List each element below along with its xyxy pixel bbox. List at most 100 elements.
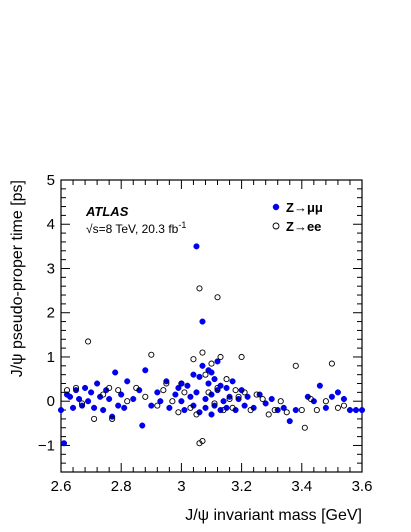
data-points <box>57 243 366 447</box>
y-tick-label: 2 <box>47 305 55 322</box>
zmumu-point <box>352 407 360 414</box>
zmumu-point <box>181 407 188 414</box>
zmumu-point <box>112 369 119 376</box>
x-tick-label: 2.8 <box>111 478 132 495</box>
zmumu-point <box>100 407 107 414</box>
zmumu-point <box>214 358 221 365</box>
zmumu-point <box>328 393 335 400</box>
x-axis-label: J/ψ invariant mass [GeV] <box>185 507 362 524</box>
zmumu-point <box>82 384 89 391</box>
zmumu-point <box>223 384 230 391</box>
y-tick-label: 3 <box>47 260 55 277</box>
plot-frame <box>60 179 363 473</box>
zee-point <box>292 362 299 369</box>
zmumu-point <box>130 395 137 403</box>
zee-point <box>181 389 188 396</box>
zee-point <box>190 356 197 363</box>
zee-point <box>229 404 236 411</box>
zmumu-point <box>358 407 366 414</box>
energy-main: √s=8 TeV, 20.3 fb <box>86 222 179 236</box>
zee-point <box>220 407 227 414</box>
zmumu-point <box>166 404 173 411</box>
zmumu-point <box>229 378 236 385</box>
zmumu-point <box>142 367 149 374</box>
axis-ticks <box>60 179 363 473</box>
zmumu-point <box>121 404 128 411</box>
zee-point <box>307 395 314 403</box>
zmumu-point <box>187 393 194 400</box>
zee-point <box>169 398 176 405</box>
legend-marker-zee <box>272 222 280 230</box>
zee-point <box>298 407 305 414</box>
zmumu-point <box>88 389 95 396</box>
legend-label-zmumu: Z→μμ <box>286 200 323 215</box>
zee-point <box>214 294 221 301</box>
x-tick-label: 3.4 <box>291 478 312 495</box>
zmumu-point <box>172 391 179 398</box>
zee-point <box>259 395 266 403</box>
x-tick-label: 3 <box>177 478 185 495</box>
zee-point <box>142 393 149 400</box>
zmumu-point <box>184 382 191 389</box>
zee-point <box>124 398 131 405</box>
legend-label-zee: Z→ee <box>286 219 321 234</box>
atlas-label: ATLAS <box>85 204 129 219</box>
zmumu-point <box>157 398 164 405</box>
zmumu-point <box>340 395 347 403</box>
zmumu-point <box>292 407 299 414</box>
zee-point <box>211 400 218 407</box>
zmumu-point <box>193 389 200 396</box>
zmumu-point <box>154 389 161 396</box>
zmumu-point <box>334 389 341 396</box>
zee-point <box>73 384 80 391</box>
zmumu-point <box>76 395 83 403</box>
zmumu-point <box>211 376 218 383</box>
zee-point <box>214 384 221 391</box>
energy-label: √s=8 TeV, 20.3 fb-1 <box>86 220 186 236</box>
zee-point <box>208 360 215 367</box>
zmumu-point <box>208 369 215 376</box>
zee-point <box>223 376 230 383</box>
zee-point <box>238 353 245 361</box>
y-tick-label: −1 <box>38 437 55 454</box>
zmumu-point <box>280 404 287 411</box>
zmumu-point <box>106 395 113 403</box>
zmumu-point <box>60 440 68 447</box>
y-tick-label: 0 <box>47 393 55 410</box>
zmumu-point <box>286 418 293 425</box>
zmumu-point <box>202 404 209 411</box>
zee-point <box>196 285 203 292</box>
zee-point <box>106 384 113 391</box>
x-tick-label: 3.2 <box>231 478 252 495</box>
zee-point <box>217 353 224 361</box>
zee-point <box>109 415 116 422</box>
zmumu-point <box>178 398 185 405</box>
zmumu-point <box>196 373 203 380</box>
zee-point <box>253 391 260 398</box>
zee-point <box>160 387 167 394</box>
zee-point <box>154 402 161 409</box>
legend: Z→μμ Z→ee <box>272 200 323 234</box>
zmumu-point <box>202 395 209 403</box>
zee-point <box>283 409 290 416</box>
zee-point <box>175 409 182 416</box>
zee-point <box>115 387 122 394</box>
zmumu-point <box>91 404 98 411</box>
zee-point <box>91 415 98 422</box>
x-tick-label: 3.6 <box>352 478 373 495</box>
zee-point <box>202 371 209 378</box>
zee-point <box>340 402 347 409</box>
zee-point <box>178 380 185 387</box>
x-tick-label: 2.6 <box>51 478 72 495</box>
axis-tick-labels: 2.6 2.8 3 3.2 3.4 3.6 −1 0 1 2 3 4 5 <box>38 172 373 495</box>
zmumu-point <box>118 391 125 398</box>
zmumu-point <box>175 384 182 391</box>
zee-point <box>271 407 278 414</box>
zmumu-point <box>199 318 206 325</box>
zee-point <box>232 387 239 394</box>
zmumu-point <box>262 400 269 407</box>
zee-point <box>199 349 206 356</box>
zmumu-point <box>193 243 200 250</box>
zmumu-point <box>322 404 329 411</box>
